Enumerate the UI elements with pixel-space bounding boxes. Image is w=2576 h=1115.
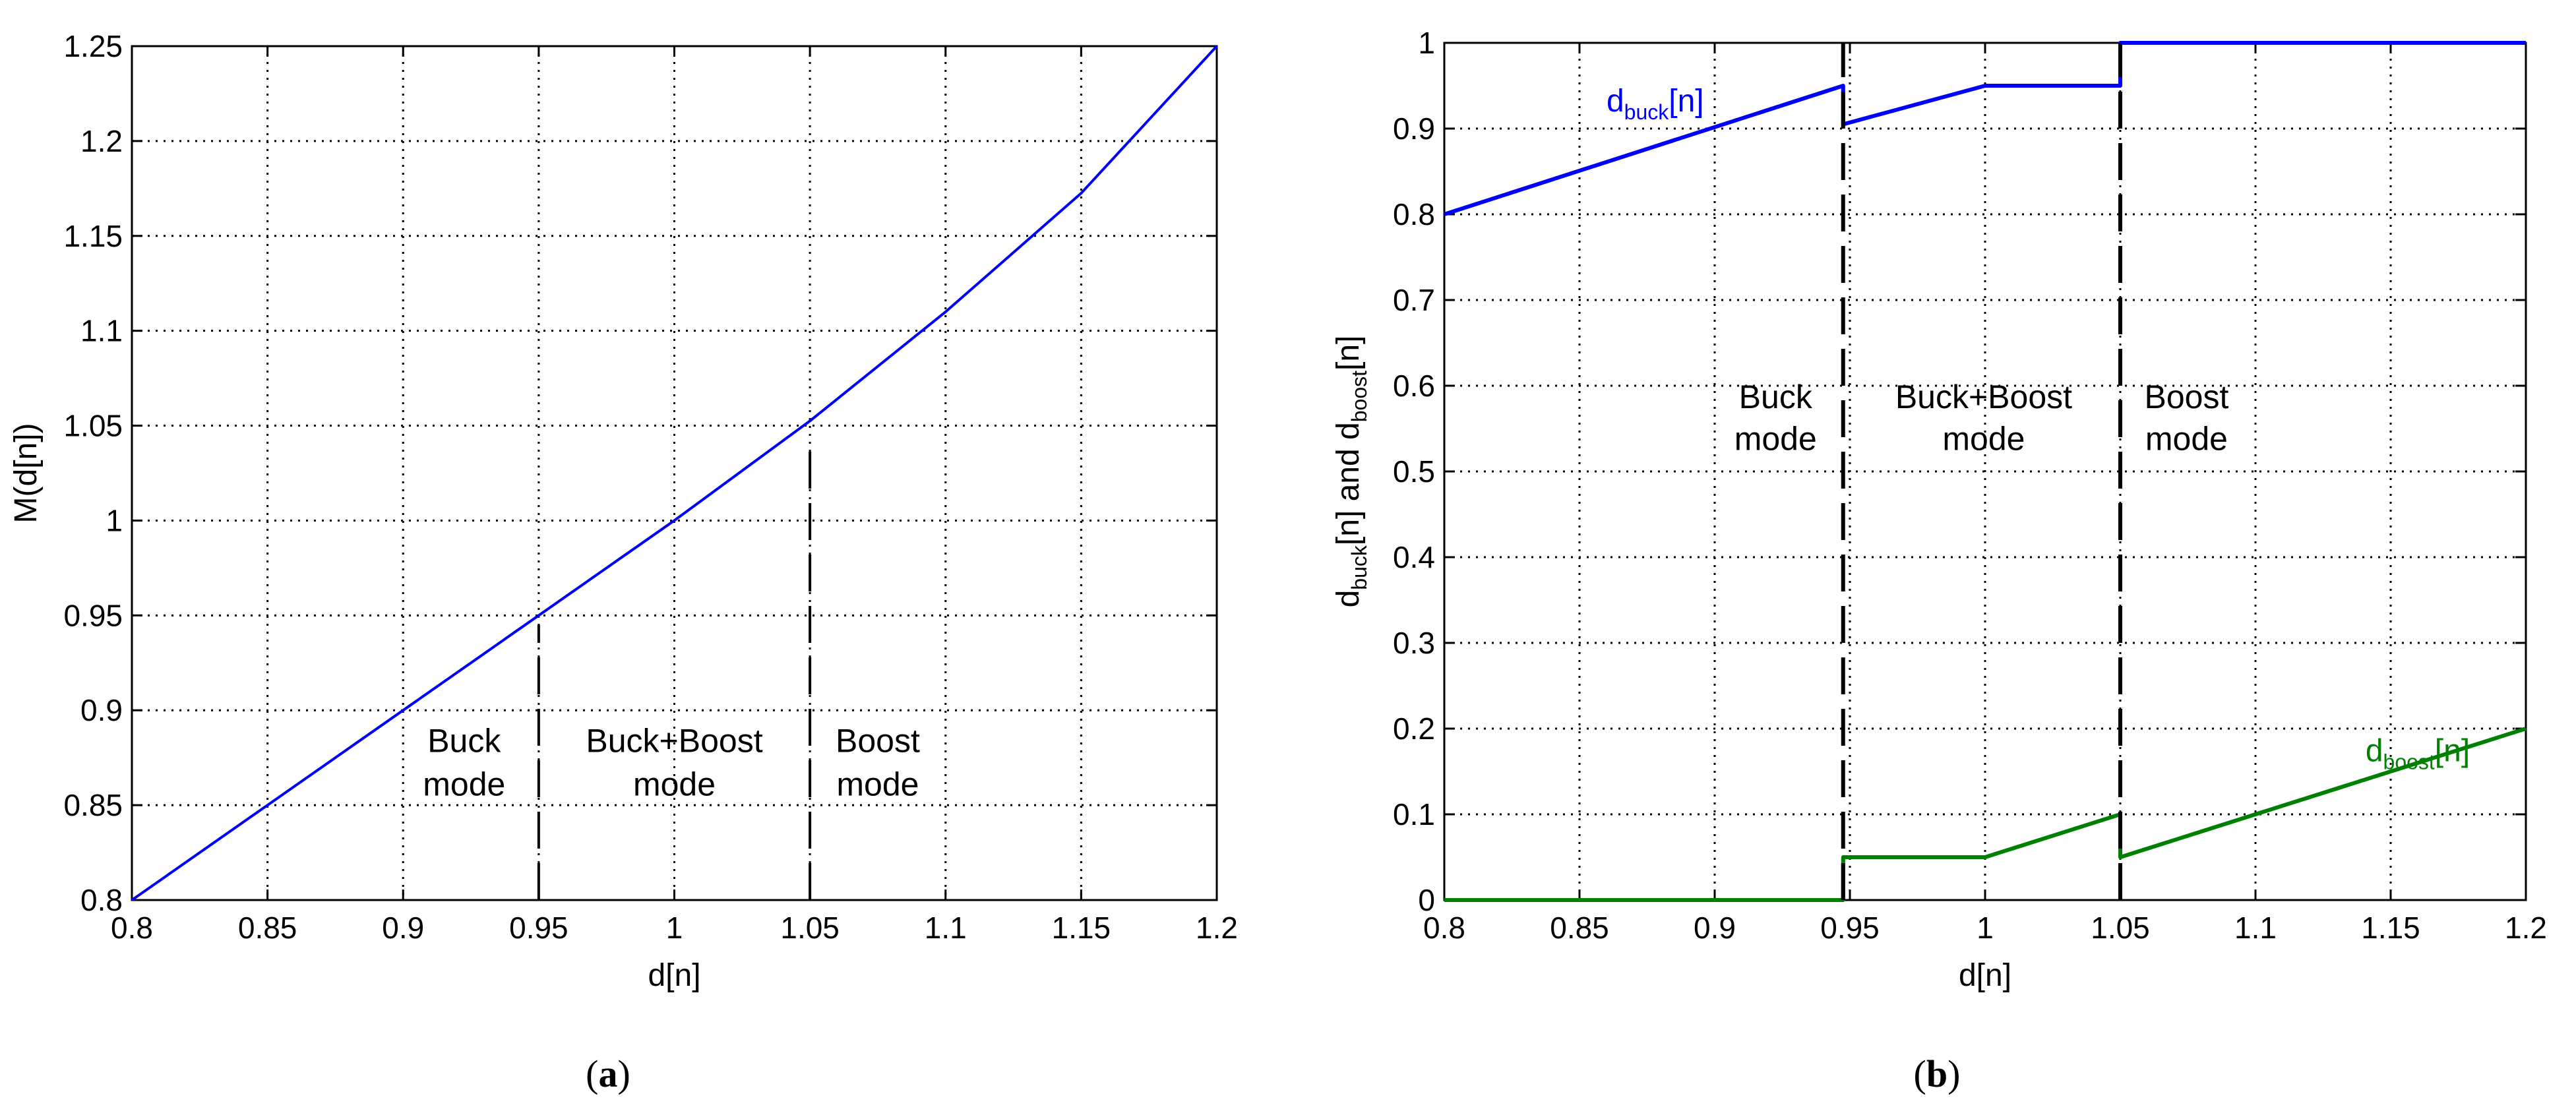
caption-letter: a <box>599 1052 618 1095</box>
x-tick-label: 1.2 <box>1196 911 1238 945</box>
caption-paren: ( <box>586 1052 598 1095</box>
y-axis-label: dbuck[n] and dboost[n] <box>1331 336 1371 608</box>
series-label-tail: [n] <box>2435 733 2470 768</box>
x-axis-label: d[n] <box>1959 958 2011 993</box>
y-tick-label: 0.85 <box>63 788 123 822</box>
y-tick-label: 0.6 <box>1393 369 1435 403</box>
region-label: mode <box>633 766 716 803</box>
y-axis-label: M(d[n]) <box>9 423 44 523</box>
x-tick-label: 1.05 <box>2091 911 2150 945</box>
region-label: mode <box>1734 421 1817 458</box>
series-label-sub: boost <box>2383 750 2435 773</box>
y-tick-label: 0.9 <box>1393 111 1435 146</box>
y-tick-label: 1.25 <box>63 29 123 63</box>
x-tick-label: 0.85 <box>1550 911 1609 945</box>
panel-caption: (b) <box>1914 1052 1961 1095</box>
x-tick-label: 1 <box>1977 911 1994 945</box>
y-tick-label: 0.8 <box>80 883 123 917</box>
panel-caption: (a) <box>586 1052 630 1095</box>
x-axis-label: d[n] <box>648 958 700 993</box>
y-tick-label: 0.95 <box>63 598 123 632</box>
x-tick-label: 0.8 <box>1423 911 1465 945</box>
y-tick-label: 0.2 <box>1393 711 1435 746</box>
series-label-tail: [n] <box>1669 84 1703 119</box>
x-tick-label: 1.1 <box>2234 911 2277 945</box>
caption-letter: b <box>1926 1052 1947 1095</box>
x-tick-label: 0.95 <box>1820 911 1880 945</box>
y-tick-label: 1 <box>1418 26 1435 60</box>
y-axis-label-sub: boost <box>1347 371 1371 422</box>
x-tick-label: 1.1 <box>925 911 967 945</box>
y-tick-label: 0 <box>1418 883 1435 917</box>
series-label-sub: buck <box>1624 100 1670 124</box>
region-label: Buck <box>427 723 501 760</box>
series-label-main: d <box>1607 84 1624 119</box>
chart-panel-a: 0.8 0.85 0.9 0.95 1 1.05 1.1 1.15 1.2 0.8 0.85 0.9 0… <box>9 29 1238 1095</box>
y-tick-label: 0.8 <box>1393 197 1435 231</box>
region-label: Boost <box>836 723 920 760</box>
y-tick-label: 0.5 <box>1393 454 1435 489</box>
region-label: mode <box>836 766 919 803</box>
y-tick-label: 1.05 <box>63 409 123 443</box>
series-label-0: dbuck[n] <box>1607 84 1704 124</box>
region-label: Buck+Boost <box>1895 378 2072 415</box>
y-tick-label: 0.7 <box>1393 283 1435 317</box>
y-tick-label: 1.15 <box>63 219 123 253</box>
region-label: mode <box>1942 421 2025 458</box>
y-tick-label: 0.3 <box>1393 626 1435 660</box>
chart-panel-b: 0.8 0.85 0.9 0.95 1 1.05 1.1 1.15 1.2 0 0.1 0.2 0.3 0… <box>1331 26 2547 1095</box>
x-tick-label: 1.15 <box>1052 911 1111 945</box>
caption-paren: ( <box>1914 1052 1926 1095</box>
y-axis-label-part: d <box>1331 590 1366 608</box>
y-tick-label: 1.2 <box>80 124 123 158</box>
x-tick-label: 0.85 <box>238 911 297 945</box>
series-line-0 <box>131 45 1218 901</box>
caption-paren: ) <box>618 1052 630 1095</box>
region-label: mode <box>423 766 505 803</box>
series-label-main: d <box>2366 733 2383 768</box>
x-tick-label: 0.9 <box>1694 911 1736 945</box>
y-axis-label-part: [n] <box>1331 336 1366 371</box>
x-tick-label: 1.15 <box>2361 911 2420 945</box>
x-tick-label: 1 <box>666 911 683 945</box>
x-tick-label: 0.8 <box>111 911 153 945</box>
y-tick-label: 0.1 <box>1393 797 1435 831</box>
y-tick-label: 1 <box>106 503 123 537</box>
y-tick-label: 1.1 <box>80 314 123 348</box>
region-label: Buck <box>1739 378 1813 415</box>
region-label: Boost <box>2145 378 2229 415</box>
series-label-1: dboost[n] <box>2366 733 2470 773</box>
y-tick-label: 0.4 <box>1393 540 1435 574</box>
x-tick-label: 0.95 <box>509 911 568 945</box>
region-label: Buck+Boost <box>586 723 762 760</box>
caption-paren: ) <box>1947 1052 1960 1095</box>
x-tick-label: 1.2 <box>2505 911 2547 945</box>
y-axis-label-sub: buck <box>1347 545 1371 590</box>
y-tick-label: 0.9 <box>80 693 123 727</box>
region-label: mode <box>2145 421 2228 458</box>
x-tick-label: 0.9 <box>382 911 424 945</box>
y-axis-label-part: [n] and d <box>1331 422 1366 545</box>
x-tick-label: 1.05 <box>780 911 840 945</box>
